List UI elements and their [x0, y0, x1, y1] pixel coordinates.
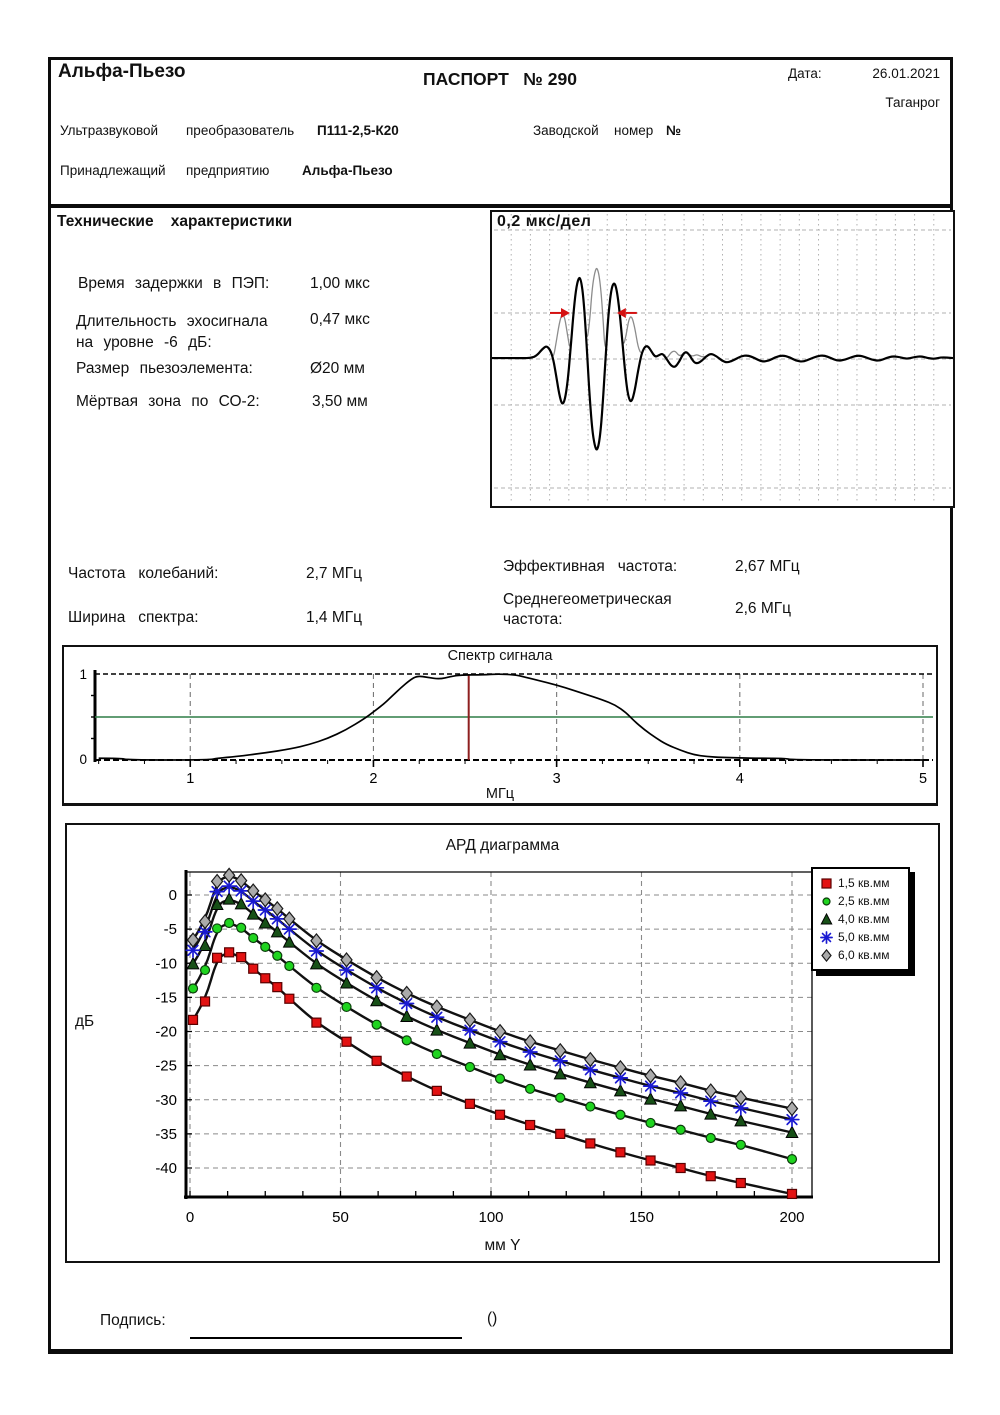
freq-label: Среднегеометрическая частота:: [503, 591, 672, 628]
legend-item: 6,0 кв.мм: [820, 946, 904, 964]
owner-word2: предприятию: [186, 163, 270, 178]
freq-label: Ширина спектра:: [68, 609, 199, 626]
spec-label: Размер пьезоэлемента:: [76, 360, 253, 377]
freq-label: Эффективная частота:: [503, 558, 678, 575]
svg-text:-20: -20: [155, 1024, 177, 1041]
device-word1: Ультразвуковой: [60, 123, 159, 138]
page-frame: [48, 57, 953, 1354]
svg-text:200: 200: [779, 1209, 804, 1226]
svg-text:150: 150: [629, 1209, 654, 1226]
ard-xlabel: мм Y: [484, 1237, 521, 1254]
spec-value: 0,47 мкс: [310, 311, 370, 328]
owner-word1: Принадлежащий: [60, 163, 166, 178]
time-per-division-label: 0,2 мкс/дел: [497, 213, 592, 230]
company-name: Альфа-Пьезо: [58, 61, 186, 82]
spectrum-chart: 1 0 1 2 3 4 5: [79, 667, 933, 787]
diamond-marker-icon: [821, 948, 832, 962]
triangle-marker-icon: [820, 912, 833, 924]
svg-text:-25: -25: [155, 1058, 177, 1075]
square-marker-icon: [821, 877, 832, 889]
svg-text:3: 3: [553, 771, 561, 787]
spec-value: Ø20 мм: [310, 360, 365, 377]
svg-text:0: 0: [79, 752, 87, 767]
freq-value: 2,67 МГц: [735, 558, 800, 575]
svg-text:-5: -5: [164, 921, 177, 938]
oscillogram-panel: 0,2 мкс/дел: [490, 210, 955, 508]
date-value: 26.01.2021: [872, 66, 940, 81]
asterisk-marker-icon: [820, 930, 833, 944]
serial-word1: Заводской: [533, 123, 599, 138]
spectrum-title: Спектр сигнала: [447, 648, 553, 664]
spec-label: Мёртвая зона по СО-2:: [76, 393, 260, 410]
svg-text:1: 1: [79, 667, 87, 682]
svg-text:-15: -15: [155, 989, 177, 1006]
signature-line: [190, 1337, 462, 1339]
doc-title: ПАСПОРТ № 290: [423, 69, 577, 89]
device-word2: преобразователь: [186, 123, 295, 138]
spec-label: Время задержки в ПЭП:: [78, 275, 270, 292]
svg-text:-40: -40: [155, 1160, 177, 1177]
date-label: Дата:: [788, 66, 822, 81]
svg-text:-35: -35: [155, 1126, 177, 1143]
ard-legend: 1,5 кв.мм 2,5 кв.мм 4,0 кв.мм 5,0 кв.мм 6,0 …: [811, 867, 910, 971]
owner-name: Альфа-Пьезо: [302, 163, 393, 178]
legend-item: 4,0 кв.мм: [820, 910, 904, 928]
signature-parens: (): [487, 1310, 498, 1327]
freq-value: 2,6 МГц: [735, 600, 792, 617]
ard-title: АРД диаграмма: [445, 837, 560, 854]
legend-label: 6,0 кв.мм: [838, 948, 890, 962]
ard-ylabel: дБ: [75, 1013, 95, 1030]
legend-item: 2,5 кв.мм: [820, 892, 904, 910]
freq-value: 1,4 МГц: [306, 609, 363, 626]
circle-marker-icon: [822, 896, 831, 906]
legend-item: 5,0 кв.мм: [820, 928, 904, 946]
legend-label: 2,5 кв.мм: [838, 894, 890, 908]
spectrum-xlabel: МГц: [485, 786, 515, 802]
city: Таганрог: [885, 95, 940, 110]
legend-label: 4,0 кв.мм: [838, 912, 890, 926]
tech-heading: Технические характеристики: [57, 213, 293, 230]
svg-text:5: 5: [919, 771, 927, 787]
spectrum-panel: Спектр сигнала 1 0 1 2 3 4 5 МГц: [62, 645, 938, 806]
header-separator: [48, 204, 953, 208]
svg-text:100: 100: [478, 1209, 503, 1226]
legend-label: 5,0 кв.мм: [838, 930, 890, 944]
ard-panel: АРД диаграмма 0 -5 -10 -15 -20 -25 -30 -35 -40 0 5…: [65, 823, 940, 1263]
svg-text:1: 1: [186, 771, 194, 787]
freq-value: 2,7 МГц: [306, 565, 363, 582]
spec-value: 1,00 мкс: [310, 275, 370, 292]
svg-text:-10: -10: [155, 955, 177, 972]
oscillogram-chart: [492, 214, 953, 504]
svg-text:0: 0: [169, 887, 177, 904]
svg-text:2: 2: [369, 771, 377, 787]
spec-label: Длительность эхосигнала на уровне -6 дБ:: [76, 313, 268, 351]
signature-label: Подпись:: [100, 1312, 166, 1329]
freq-label: Частота колебаний:: [68, 565, 219, 582]
svg-text:-30: -30: [155, 1092, 177, 1109]
legend-item: 1,5 кв.мм: [820, 874, 904, 892]
serial-number: №: [666, 123, 682, 138]
device-model: П111-2,5-К20: [317, 123, 399, 138]
spec-value: 3,50 мм: [312, 393, 368, 410]
svg-text:4: 4: [736, 771, 744, 787]
legend-label: 1,5 кв.мм: [838, 876, 890, 890]
svg-text:50: 50: [332, 1209, 349, 1226]
ard-chart: 0 -5 -10 -15 -20 -25 -30 -35 -40 0 50 100 150 200: [155, 867, 813, 1226]
serial-word2: номер: [614, 123, 654, 138]
svg-text:0: 0: [186, 1209, 194, 1226]
